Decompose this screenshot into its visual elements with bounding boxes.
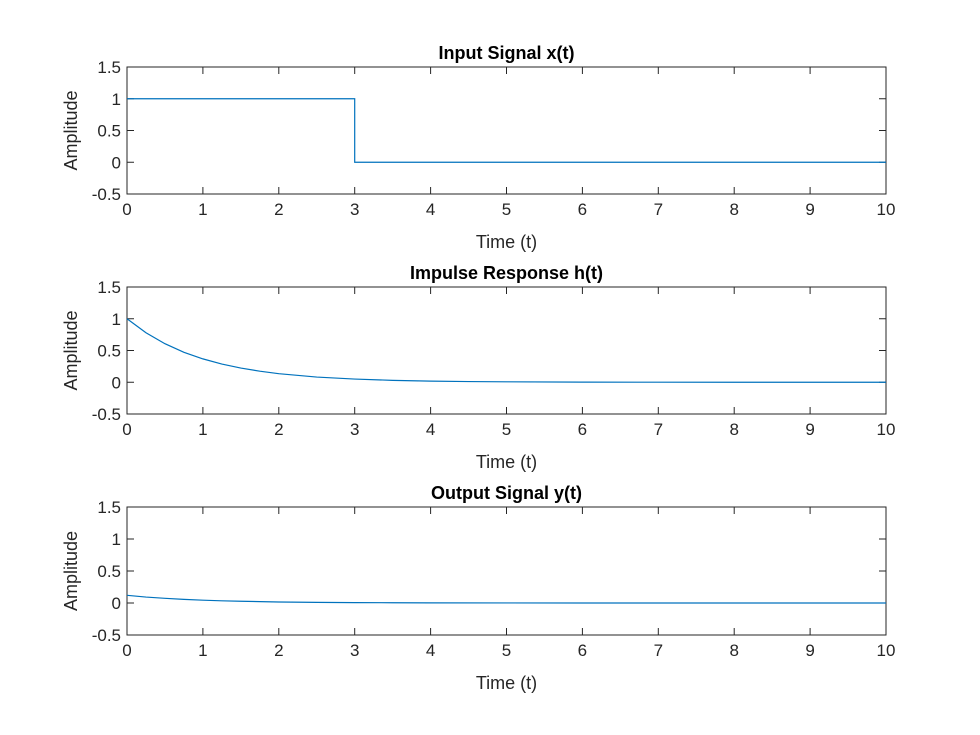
chart-1-xtick-label: 1 [198, 200, 207, 219]
chart-2-ytick-label: -0.5 [92, 405, 121, 424]
chart-2-ytick-label: 1 [112, 310, 121, 329]
chart-3-xtick-label: 7 [654, 641, 663, 660]
chart-1-xlabel: Time (t) [476, 232, 537, 252]
chart-1-xtick-label: 6 [578, 200, 587, 219]
chart-3-xtick-label: 8 [729, 641, 738, 660]
chart-3-ylabel: Amplitude [61, 531, 81, 611]
chart-2-xtick-label: 4 [426, 420, 435, 439]
chart-1-ylabel: Amplitude [61, 90, 81, 170]
chart-1-axes-box [126, 66, 887, 195]
chart-2-xtick-label: 1 [198, 420, 207, 439]
chart-2-ytick-label: 1.5 [97, 278, 121, 297]
chart-3-ytick-label: 1 [112, 530, 121, 549]
chart-2-title: Impulse Response h(t) [410, 263, 603, 283]
chart-1-xtick-label: 0 [122, 200, 131, 219]
chart-3-xtick-label: 0 [122, 641, 131, 660]
chart-2-xtick-label: 10 [877, 420, 896, 439]
chart-3-xlabel: Time (t) [476, 673, 537, 693]
chart-1-ytick-label: 1.5 [97, 58, 121, 77]
chart-3-xtick-label: 9 [805, 641, 814, 660]
chart-3-series-line [126, 594, 886, 604]
chart-1-xtick-label: 4 [426, 200, 435, 219]
chart-3-title: Output Signal y(t) [431, 483, 582, 503]
chart-2-xtick-label: 8 [729, 420, 738, 439]
chart-2-ylabel: Amplitude [61, 310, 81, 390]
chart-3-ytick-label: 1.5 [97, 498, 121, 517]
chart-2-xtick-label: 9 [805, 420, 814, 439]
chart-2-xtick-label: 5 [502, 420, 511, 439]
chart-1-xtick-label: 7 [654, 200, 663, 219]
chart-3-xtick-label: 3 [350, 641, 359, 660]
chart-2-ytick-label: 0.5 [97, 342, 121, 361]
chart-2-series-line [126, 318, 886, 383]
chart-3-xtick-label: 2 [274, 641, 283, 660]
chart-2-xtick-label: 7 [654, 420, 663, 439]
chart-1-ytick-label: 0 [112, 153, 121, 172]
chart-1-xtick-label: 9 [805, 200, 814, 219]
chart-1-xtick-label: 10 [877, 200, 896, 219]
chart-3-xtick-label: 1 [198, 641, 207, 660]
chart-2-xtick-label: 6 [578, 420, 587, 439]
chart-3-ytick-label: -0.5 [92, 626, 121, 645]
chart-1-xtick-label: 5 [502, 200, 511, 219]
chart-3-ytick-label: 0 [112, 594, 121, 613]
chart-3-ytick-label: 0.5 [97, 562, 121, 581]
chart-3-xtick-label: 4 [426, 641, 435, 660]
chart-2-xtick-label: 2 [274, 420, 283, 439]
chart-2-xlabel: Time (t) [476, 452, 537, 472]
chart-1-xtick-label: 8 [729, 200, 738, 219]
chart-1-series-line [127, 98, 886, 163]
chart-1-xtick-label: 3 [350, 200, 359, 219]
chart-1-xtick-label: 2 [274, 200, 283, 219]
chart-2-xtick-label: 0 [122, 420, 131, 439]
chart-2-xtick-label: 3 [350, 420, 359, 439]
chart-2-ytick-label: 0 [112, 373, 121, 392]
chart-1-ytick-label: 1 [112, 90, 121, 109]
chart-2-axes-box [126, 286, 887, 415]
chart-3-xtick-label: 10 [877, 641, 896, 660]
chart-3-axes-box [126, 506, 887, 636]
chart-3-xtick-label: 5 [502, 641, 511, 660]
chart-1-ytick-label: 0.5 [97, 122, 121, 141]
chart-3-xtick-label: 6 [578, 641, 587, 660]
chart-1-ytick-label: -0.5 [92, 185, 121, 204]
chart-1-title: Input Signal x(t) [439, 43, 575, 63]
